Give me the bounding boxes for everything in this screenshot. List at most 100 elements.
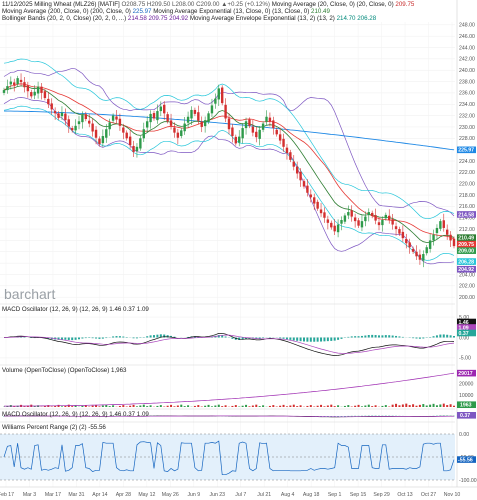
volume-bar	[357, 404, 360, 407]
candle-body	[115, 116, 118, 120]
macd-histogram-bar	[415, 337, 418, 339]
macd-y-tick: 5.00	[459, 315, 469, 321]
candle-body	[394, 226, 398, 230]
candle-body	[111, 115, 115, 121]
candle-body	[135, 146, 139, 152]
candle-body	[30, 92, 33, 97]
volume-bar	[166, 405, 169, 407]
williams-badge	[457, 456, 476, 463]
price-badge-env-low	[457, 258, 476, 265]
candle-body	[16, 78, 19, 85]
x-tick-label: Oct 13	[397, 492, 412, 498]
volume-bar	[149, 405, 152, 407]
header-env-values: 214.70 206.28	[336, 15, 377, 22]
macd-histogram-bar	[374, 335, 377, 338]
candle-body	[64, 113, 67, 121]
volume-bar	[381, 405, 384, 407]
volume-bar	[176, 405, 179, 407]
volume-bar	[234, 405, 237, 407]
x-tick-label: May 26	[162, 492, 179, 498]
volume-bar	[245, 404, 248, 407]
macd-histogram-bar	[330, 337, 333, 341]
macd-badge	[457, 318, 476, 326]
volume-bar	[408, 405, 411, 407]
volume-bar	[33, 406, 36, 407]
bollinger-lower-line	[3, 97, 455, 265]
candle-body	[309, 194, 313, 198]
volume-badge	[457, 401, 476, 409]
price-badge-text: 210.49	[458, 236, 474, 242]
macd-histogram-bar	[170, 335, 173, 338]
candle-body	[74, 125, 77, 131]
y-tick-label: 216.00	[459, 204, 475, 210]
volume-bar	[384, 405, 387, 407]
volume-bar	[333, 406, 336, 407]
y-tick-label: 202.00	[459, 284, 475, 290]
candle-body	[101, 136, 105, 144]
header-line-2: Moving Average (200, Close, 0) (200, Clo…	[2, 8, 330, 15]
envelope-upper-line	[3, 58, 455, 220]
candle-body	[9, 81, 13, 85]
macd-histogram-bar	[320, 337, 323, 342]
candle-body	[224, 104, 227, 119]
macd-histogram-bar	[364, 335, 367, 338]
candle-body	[207, 113, 210, 122]
macd-histogram-bar	[217, 335, 220, 338]
x-tick-label: Feb 17	[0, 492, 14, 498]
volume-bar	[193, 405, 196, 407]
candle-body	[350, 210, 353, 217]
volume-bar	[64, 405, 67, 407]
macd-badge	[457, 324, 476, 331]
volume-bar	[101, 405, 104, 407]
volume-bar	[320, 404, 323, 407]
header-ma20-label: Moving Average (20, Close, 0) (20, Close…	[269, 1, 396, 8]
macd-histogram-bar	[132, 337, 135, 339]
price-badge-text: 214.58	[458, 212, 474, 218]
x-tick-label: Mar 3	[23, 492, 36, 498]
x-tick-label: Aug 18	[303, 492, 320, 498]
candle-body	[367, 212, 370, 215]
macd-histogram-bar	[384, 335, 387, 338]
candle-body	[364, 216, 367, 222]
candle-body	[302, 181, 306, 187]
volume-bar	[207, 404, 210, 407]
candle-body	[319, 209, 323, 214]
volume-bar	[6, 405, 9, 407]
volume-bar	[135, 406, 138, 407]
macd-histogram-bar	[299, 337, 302, 342]
x-tick-label: Oct 27	[421, 492, 436, 498]
candle-body	[81, 115, 84, 123]
candle-body	[70, 128, 74, 131]
y-tick-label: 238.00	[459, 79, 475, 85]
volume-bar	[347, 405, 350, 407]
candle-body	[159, 106, 163, 112]
volume-bar	[282, 404, 285, 407]
candle-body	[200, 121, 203, 127]
macd-histogram-bar	[81, 337, 84, 339]
volume-bar	[395, 403, 398, 407]
y-tick-label: 248.00	[459, 23, 475, 29]
volume-bar	[330, 404, 333, 407]
candle-body	[377, 222, 381, 226]
candle-body	[268, 117, 272, 122]
macd2-badge-text: 0.37	[460, 413, 470, 419]
candle-body	[428, 240, 432, 249]
x-tick-label: Sep 15	[350, 492, 367, 498]
y-tick-label: 222.00	[459, 170, 475, 176]
candle-body	[186, 116, 190, 123]
price-badge-text: 204.92	[458, 267, 474, 273]
volume-bar	[415, 405, 418, 407]
macd-histogram-bar	[316, 337, 319, 342]
volume-bar	[173, 406, 176, 407]
volume-bar	[418, 404, 421, 407]
candle-body	[435, 227, 439, 234]
y-tick-label: 204.00	[459, 272, 475, 278]
macd-histogram-bar	[78, 337, 80, 340]
candle-body	[360, 221, 364, 228]
macd-histogram-bar	[57, 337, 60, 340]
macd-histogram-bar	[159, 334, 162, 338]
volume-bar	[180, 404, 183, 407]
price-badge-bb-lower	[457, 265, 476, 273]
y-tick-label: 236.00	[459, 91, 475, 97]
